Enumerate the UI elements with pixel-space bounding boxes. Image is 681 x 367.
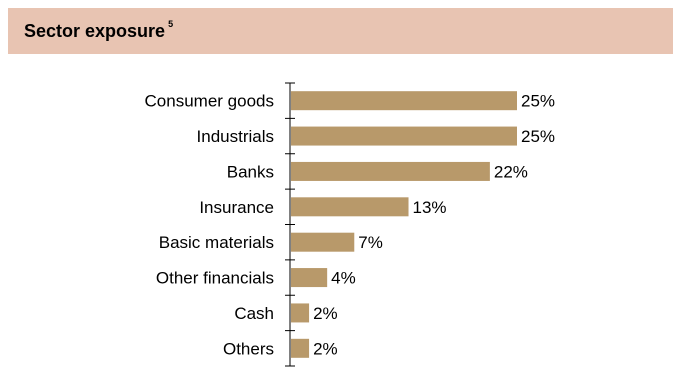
- bar-insurance: [291, 197, 409, 217]
- category-label: Cash: [234, 304, 274, 323]
- bar-industrials: [291, 126, 517, 146]
- value-label: 25%: [521, 127, 555, 146]
- bar-other-financials: [291, 268, 328, 288]
- value-label: 25%: [521, 92, 555, 111]
- bar-consumer-goods: [291, 91, 517, 111]
- footnote-marker: 5: [168, 19, 174, 29]
- value-label: 7%: [358, 233, 383, 252]
- bar-basic-materials: [291, 232, 355, 252]
- chart-title: Sector exposure 5: [24, 19, 174, 42]
- category-label: Industrials: [197, 127, 274, 146]
- bar-others: [291, 338, 310, 358]
- bar-banks: [291, 161, 490, 181]
- category-label: Other financials: [156, 269, 274, 288]
- chart-header: Sector exposure 5: [8, 8, 673, 54]
- category-label: Consumer goods: [145, 92, 274, 111]
- value-label: 13%: [413, 198, 447, 217]
- category-label: Basic materials: [159, 233, 274, 252]
- value-label: 2%: [313, 339, 338, 358]
- category-label: Banks: [227, 162, 274, 181]
- chart-title-text: Sector exposure: [24, 21, 166, 41]
- bar-cash: [291, 303, 310, 323]
- category-label: Insurance: [199, 198, 274, 217]
- category-label: Others: [223, 339, 274, 358]
- value-label: 2%: [313, 304, 338, 323]
- value-label: 4%: [331, 269, 356, 288]
- value-label: 22%: [494, 162, 528, 181]
